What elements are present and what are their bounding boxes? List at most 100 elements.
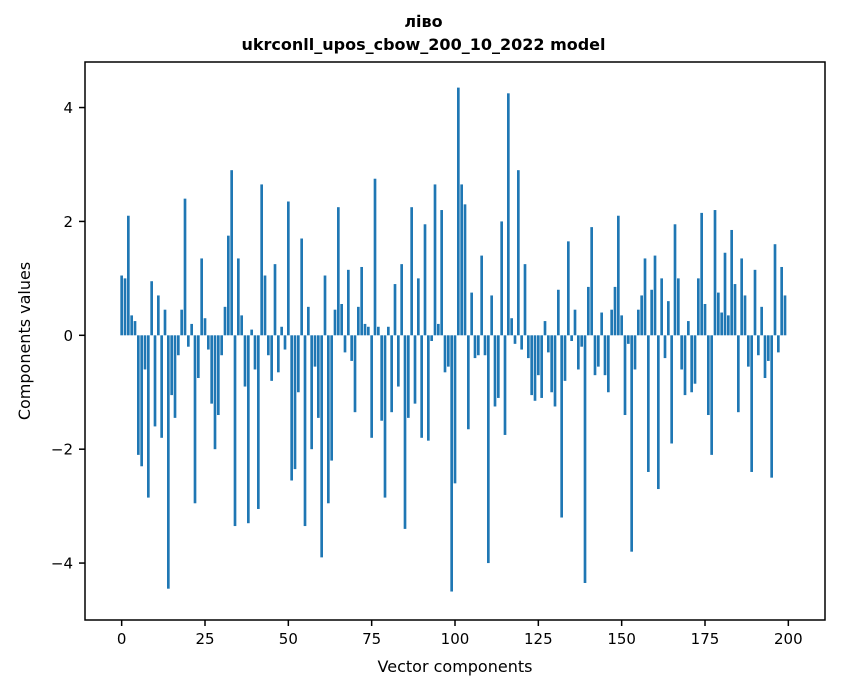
bar [290,335,293,481]
bar [370,335,373,438]
bar [530,335,533,396]
bar [467,335,470,430]
bar [413,335,417,404]
chart-title-line2: ukrconll_upos_cbow_200_10_2022 model [241,35,606,55]
bar [347,269,350,336]
bar [390,335,393,413]
bar [257,335,260,509]
bar [243,335,247,387]
bar [783,295,787,336]
bar [423,224,427,336]
bar [180,309,183,336]
bar [523,264,527,336]
bar [610,309,613,336]
bar [237,258,240,336]
x-tick-label: 175 [691,630,720,648]
y-tick-label: −4 [51,555,73,573]
x-tick-label: 75 [362,630,381,648]
bar [187,335,190,347]
bar [420,335,423,438]
bar [737,335,740,413]
bar [333,309,337,336]
bar [560,335,563,518]
bar [780,266,783,336]
bar [650,289,653,336]
bar [270,335,273,381]
bar [597,335,600,367]
chart-title-line1: ліво [404,12,443,31]
bar [553,335,557,407]
bar [703,303,707,336]
bar [297,335,300,393]
bar [280,326,283,336]
bar [450,335,453,592]
bar [657,335,660,490]
bar [470,292,473,336]
bar [763,335,767,379]
x-tick-label: 25 [195,630,214,648]
bar [310,335,313,450]
bar [740,258,743,336]
bar [330,335,333,461]
bar [590,227,593,336]
bar [473,335,477,359]
bar [357,306,360,336]
bar [173,335,177,418]
bar [677,278,680,336]
bar [527,335,530,359]
bar [453,335,457,484]
tick-labels-layer: 0 25 50 75 100 125 150 175 200 −4 −2 0 2 4 [51,99,803,648]
bar [327,335,330,504]
bar [183,198,187,336]
bar [507,93,510,336]
bar [220,335,223,356]
bar [493,335,497,407]
bar [727,315,730,336]
bar [500,221,503,336]
bar [397,335,400,387]
bar [177,335,180,356]
bar [673,224,677,336]
bar [240,315,243,336]
bar [213,335,217,450]
bar [660,278,663,336]
bar [563,335,567,381]
bar [160,335,163,438]
bar [337,207,340,336]
bar [233,335,237,527]
bar [637,309,640,336]
bar [513,335,517,344]
bar [537,335,540,376]
bar [387,326,390,336]
bar [263,275,267,336]
title-block: ліво ukrconll_upos_cbow_200_10_2022 mode… [0,10,847,56]
bar [457,87,460,336]
bar [193,335,197,504]
bar [340,303,343,336]
bar [620,315,623,336]
bar [440,210,443,336]
bar [777,335,780,353]
bar [617,215,620,336]
bar [723,252,727,336]
bar [343,335,347,353]
bar [690,335,693,393]
bar [360,266,363,336]
bar [463,204,467,336]
bar [647,335,650,472]
bar [253,335,257,370]
bar [510,318,513,336]
bar [580,335,583,347]
bar [773,244,777,336]
bar [427,335,430,441]
x-tick-label: 200 [774,630,803,648]
bar [217,335,220,416]
bar [697,278,700,336]
bar [693,335,697,384]
bar [167,335,170,589]
bar [393,284,397,336]
bar [733,284,737,336]
bar [747,335,750,367]
bar [700,212,703,336]
